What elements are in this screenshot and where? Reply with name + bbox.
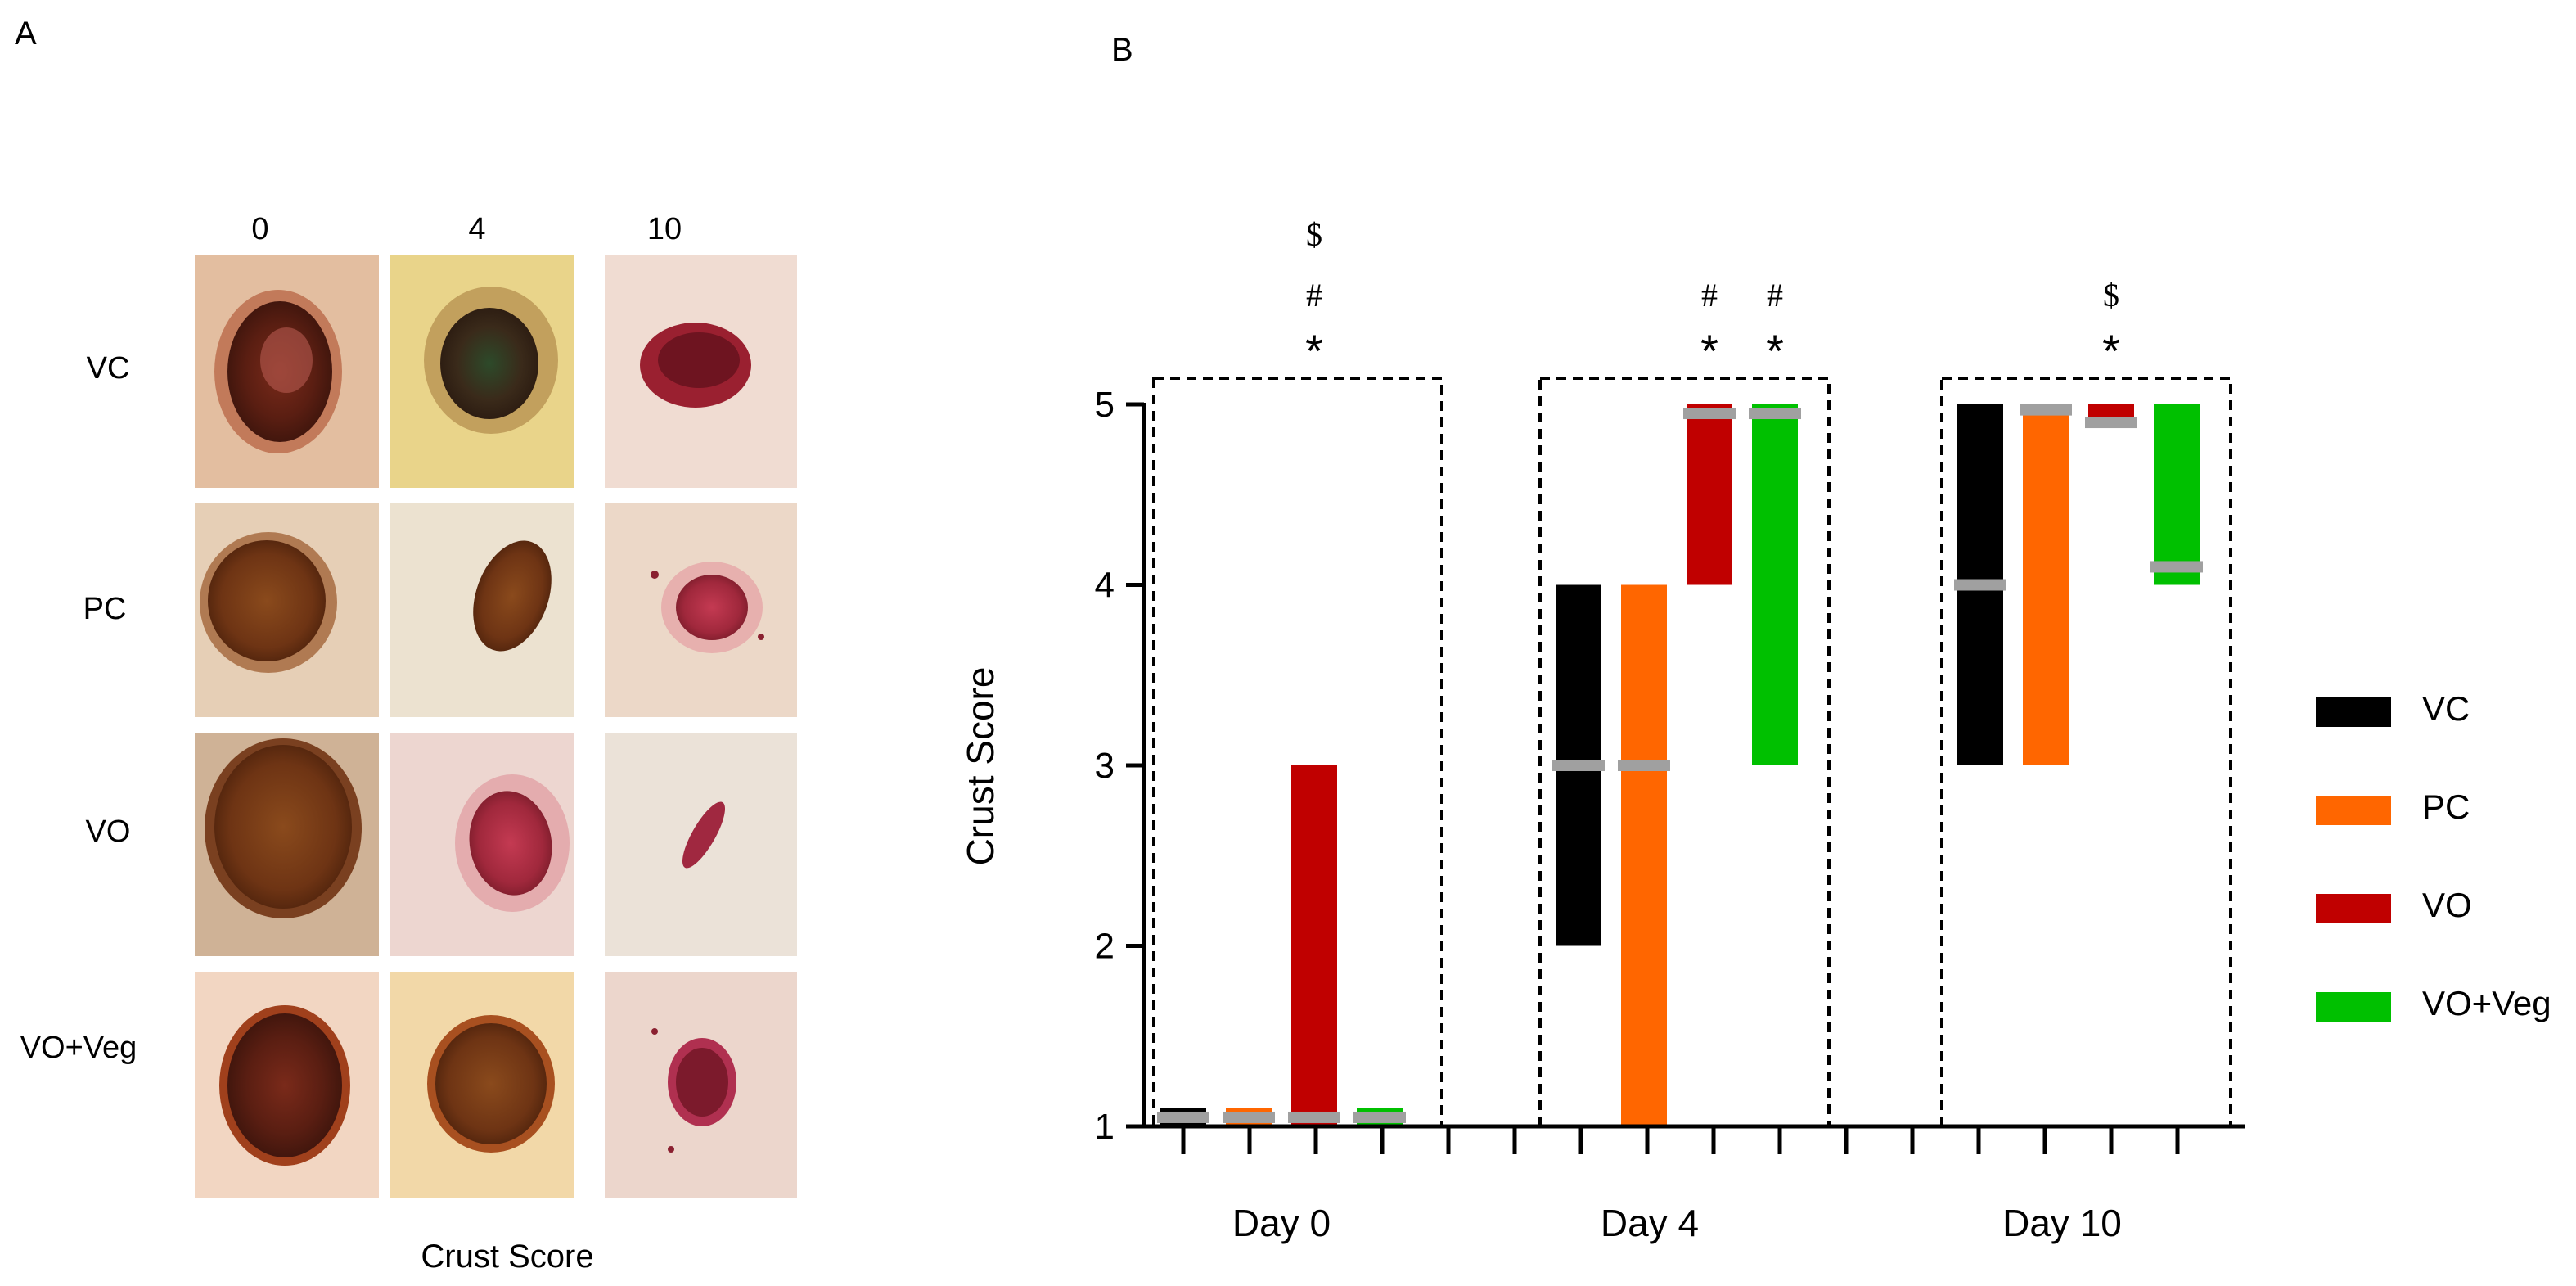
legend-label-vc: VC [2422, 689, 2470, 728]
annotation-2-1: * [1766, 325, 1784, 377]
median-vc-day-0 [1157, 1111, 1209, 1123]
photo-col-label-0: 0 [251, 212, 268, 246]
wound-photo-vo-day4 [390, 733, 574, 956]
group-label-day0: Day 0 [1232, 1202, 1331, 1244]
wound-photo-pc-day0 [195, 503, 379, 717]
median-vo-veg-day-10 [2150, 561, 2203, 573]
wound-photo-pc-day4 [390, 503, 574, 717]
annotation-0-0: $ [1306, 216, 1322, 253]
annotation-1-1: * [1700, 325, 1718, 377]
legend: VC PC VO VO+Veg [2316, 689, 2551, 1022]
median-vo-day-0 [1288, 1111, 1340, 1123]
photo-row-label-vc: VC [87, 351, 130, 386]
median-vc-day-4 [1552, 760, 1605, 771]
panel-a-label: A [15, 16, 37, 52]
photo-row-label-vo: VO [86, 814, 131, 849]
wound-photo-vo-day10 [605, 733, 797, 956]
y-tick-label-4: 4 [1095, 566, 1115, 606]
photo-row-labels: VC PC VO VO+Veg [20, 351, 137, 1065]
median-pc-day-0 [1223, 1111, 1275, 1123]
legend-swatch-vc [2316, 697, 2391, 727]
wound-photo-vo-day0 [195, 733, 379, 956]
y-tick-label-3: 3 [1095, 746, 1115, 786]
wound-photo-vc-day10 [605, 255, 797, 488]
chart-annotations: $ # * # * # * $ * [1305, 216, 2120, 377]
median-vo-veg-day-4 [1749, 408, 1801, 420]
bar-vo-veg-day-10 [2154, 404, 2200, 585]
bar-vo-day-4 [1687, 404, 1732, 585]
annotation-3-0: $ [2103, 277, 2119, 314]
group-labels: Day 0 Day 4 Day 10 [1232, 1202, 2122, 1244]
wound-photo-vo-veg-day0 [195, 972, 379, 1198]
legend-swatch-pc [2316, 796, 2391, 825]
group-label-day4: Day 4 [1601, 1202, 1699, 1244]
wound-photo-grid [195, 255, 797, 1198]
legend-label-vo-veg: VO+Veg [2422, 984, 2551, 1022]
legend-swatch-vo [2316, 894, 2391, 923]
y-tick-label-2: 2 [1095, 927, 1115, 967]
median-vo-veg-day-0 [1353, 1111, 1406, 1123]
wound-photo-vo-veg-day4 [390, 972, 574, 1198]
annotation-3-1: * [2102, 325, 2120, 377]
wound-photo-pc-day10 [605, 503, 797, 717]
group-label-day10: Day 10 [2002, 1202, 2122, 1244]
photo-row-label-pc: PC [83, 592, 127, 626]
median-vc-day-10 [1954, 579, 2006, 591]
photo-row-label-vo-veg: VO+Veg [20, 1031, 137, 1065]
photo-grid-xlabel: Crust Score [421, 1239, 593, 1275]
y-tick-label-5: 5 [1095, 385, 1115, 425]
legend-swatch-vo-veg [2316, 992, 2391, 1022]
median-vo-day-10 [2085, 417, 2137, 429]
y-tick-label-1: 1 [1095, 1107, 1115, 1147]
legend-label-vo: VO [2422, 886, 2472, 924]
wound-photo-vc-day0 [195, 255, 379, 488]
bar-pc-day-10 [2023, 404, 2069, 765]
chart-bars [1157, 404, 2203, 1126]
photo-col-label-4: 4 [468, 212, 485, 246]
annotation-0-1: # [1306, 277, 1322, 314]
annotation-2-0: # [1767, 277, 1783, 314]
photo-col-label-10: 10 [647, 212, 682, 246]
panel-b-label: B [1111, 32, 1133, 68]
photo-column-labels: 0 4 10 [251, 212, 682, 246]
wound-photo-vo-veg-day10 [605, 972, 797, 1198]
median-vo-day-4 [1683, 408, 1736, 420]
bar-vo-day-0 [1291, 765, 1337, 1126]
wound-photo-vc-day4 [390, 255, 574, 488]
median-pc-day-10 [2020, 404, 2072, 416]
legend-label-pc: PC [2422, 787, 2470, 826]
bar-pc-day-4 [1621, 584, 1667, 1126]
bar-vo-veg-day-4 [1752, 404, 1798, 765]
annotation-0-2: * [1305, 325, 1323, 377]
chart-axes: 1 2 3 4 5 [1095, 385, 2245, 1154]
median-pc-day-4 [1618, 760, 1670, 771]
chart-ylabel: Crust Score [959, 667, 1002, 866]
annotation-1-0: # [1701, 277, 1718, 314]
